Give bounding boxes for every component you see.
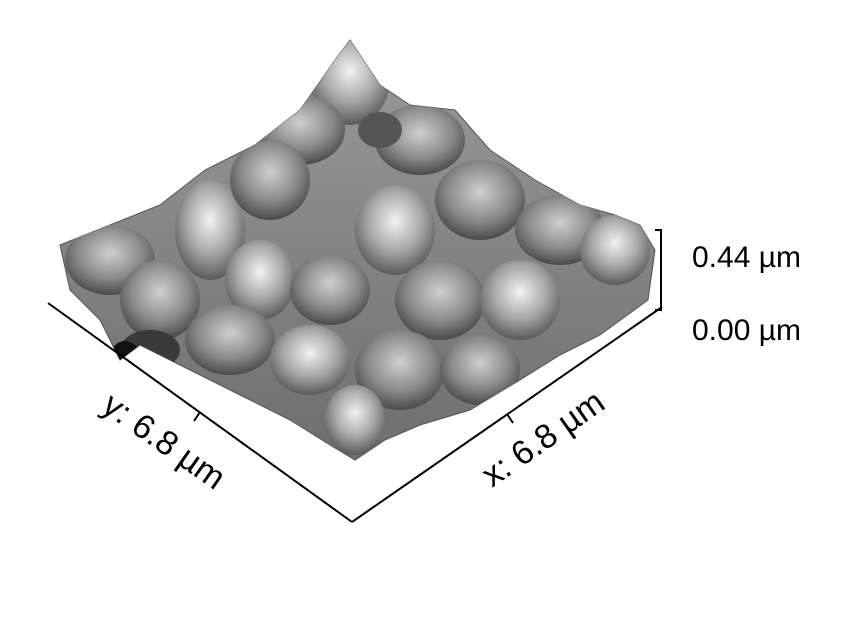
base-axes [47, 302, 663, 523]
z-scale-bar [655, 229, 662, 311]
y-axis-label: y: 6.8 µm [95, 385, 232, 497]
z-scale-top-label: 0.44 µm [692, 241, 801, 274]
x-axis-tick [506, 413, 514, 424]
y-axis-tick [193, 411, 201, 422]
surface-topography [59, 39, 656, 461]
z-scale-bottom-label: 0.00 µm [692, 314, 801, 347]
x-axis-label: x: 6.8 µm [475, 383, 612, 495]
